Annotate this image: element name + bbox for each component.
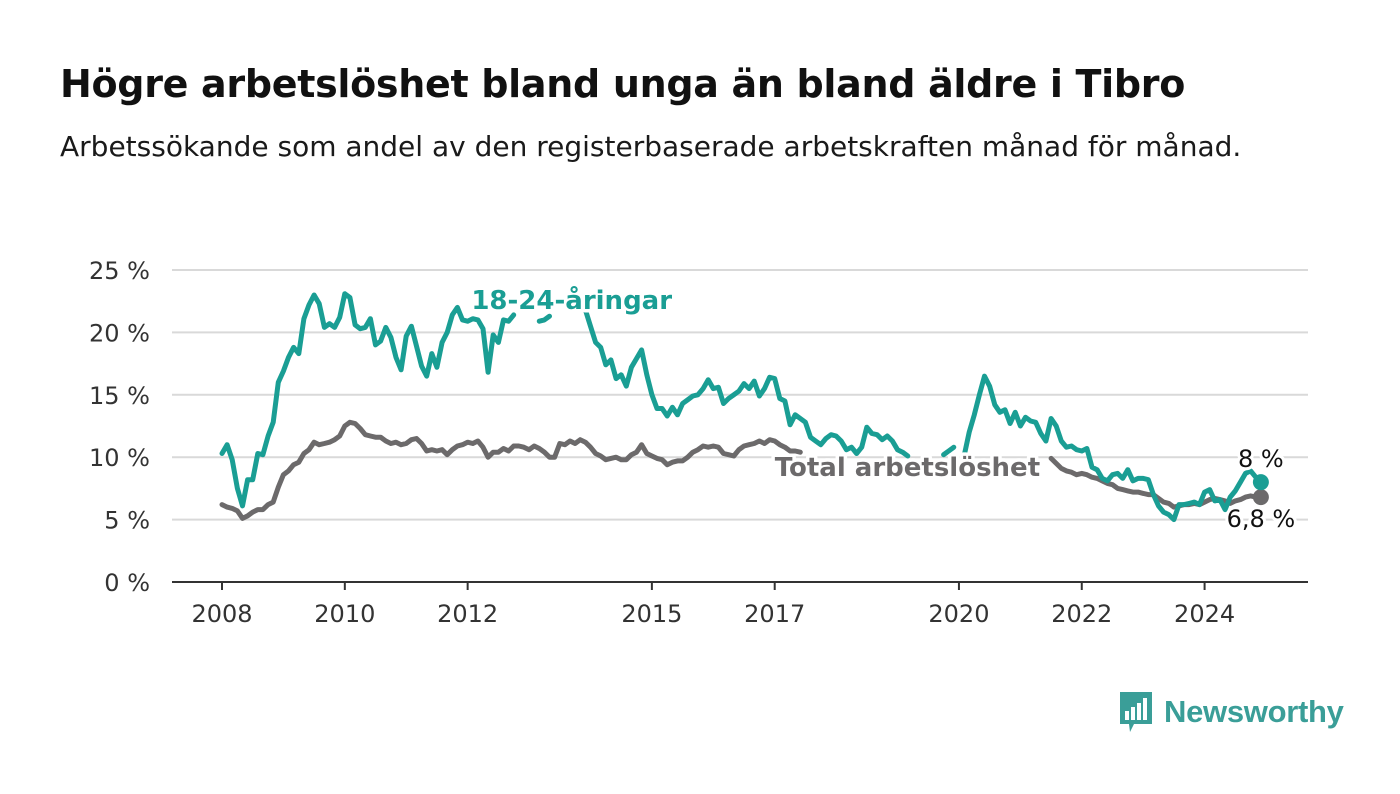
- chart-subtitle: Arbetssökande som andel av den registerb…: [60, 130, 1242, 163]
- x-tick-label: 2015: [621, 600, 682, 628]
- series-end-marker: [1252, 489, 1269, 506]
- y-axis: 0 % 5 % 10 % 15 % 20 % 25 %: [89, 257, 150, 597]
- series-label-youth-halo: 18-24-åringar: [471, 284, 672, 316]
- x-tick-label: 2010: [314, 600, 375, 628]
- y-tick-label: 10 %: [89, 444, 150, 472]
- end-value-youth-halo: 8 %: [1238, 445, 1284, 473]
- brand-name: Newsworthy: [1164, 694, 1344, 729]
- x-axis: 2008 2010 2012 2015 2017 2020 2022 2024: [172, 581, 1308, 628]
- gridlines: [172, 269, 1308, 521]
- x-tick-label: 2012: [437, 600, 498, 628]
- bar-chart-speech-bubble-icon: [1120, 692, 1152, 732]
- newsworthy-logo: Newsworthy: [1118, 690, 1344, 734]
- x-tick-label: 2008: [191, 600, 252, 628]
- x-tick-label: 2017: [744, 600, 805, 628]
- y-tick-label: 25 %: [89, 257, 150, 285]
- end-value-total: 6,8 %: [1227, 505, 1296, 533]
- y-tick-label: 0 %: [104, 569, 150, 597]
- series-line: [219, 419, 1264, 521]
- end-value-youth: 8 %: [1238, 445, 1284, 473]
- x-tick-label: 2022: [1051, 600, 1112, 628]
- series-line: [219, 291, 1264, 523]
- series-label-youth: 18-24-åringar: [471, 284, 672, 316]
- y-tick-label: 20 %: [89, 319, 150, 347]
- chart-title: Högre arbetslöshet bland unga än bland ä…: [60, 62, 1186, 106]
- x-tick-label: 2020: [928, 600, 989, 628]
- series-label-total-halo: Total arbetslöshet: [775, 453, 1040, 483]
- x-tick-label: 2024: [1174, 600, 1235, 628]
- end-value-total-halo: 6,8 %: [1227, 505, 1296, 533]
- series-end-marker: [1252, 474, 1269, 491]
- series-lines: [219, 291, 1269, 523]
- y-tick-label: 15 %: [89, 382, 150, 410]
- y-tick-label: 5 %: [104, 507, 150, 535]
- series-label-total: Total arbetslöshet: [775, 453, 1040, 483]
